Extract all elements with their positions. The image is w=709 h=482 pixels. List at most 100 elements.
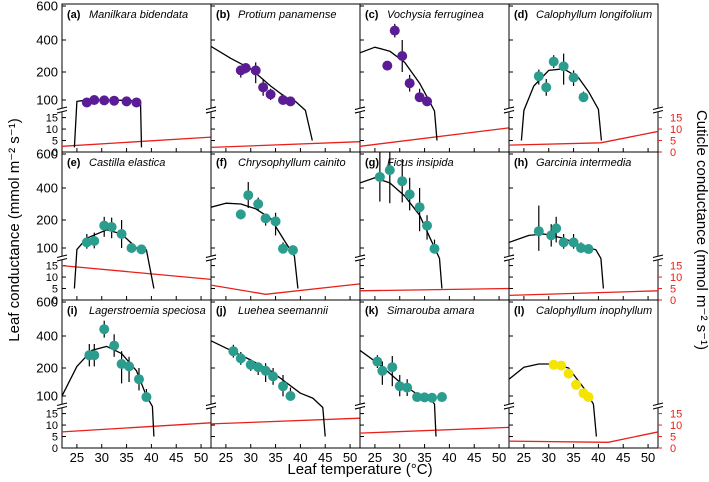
panel-plot-area	[360, 23, 509, 147]
x-tick-label: 50	[492, 450, 506, 465]
y-upper-tick-label: 600	[36, 295, 58, 310]
axis-break-mark	[205, 110, 217, 114]
data-point	[141, 392, 152, 403]
panel-label: (a)	[67, 9, 81, 21]
panel-frame	[508, 151, 659, 301]
panel-plot-area	[509, 53, 658, 146]
axis-break-mark	[56, 406, 68, 410]
y-upper-tick-label: 400	[36, 329, 58, 344]
panel-label: (j)	[216, 305, 227, 317]
data-point	[287, 245, 298, 256]
panel-frame	[210, 299, 361, 449]
y-upper-tick-label: 200	[36, 213, 58, 228]
axis-break-gap	[505, 256, 513, 260]
data-point	[99, 220, 110, 231]
data-point	[576, 243, 587, 253]
y-upper-tick-label: 100	[36, 389, 58, 404]
panel-k: 25 30 35 40 45 50 (k) Simarouba amara	[354, 299, 515, 465]
data-point	[81, 237, 92, 248]
x-tick-label: 35	[268, 450, 282, 465]
y-right-tick-label: 15	[670, 261, 682, 273]
cuticle-line	[62, 422, 211, 433]
panel-c: (c) Vochysia ferruginea	[354, 3, 515, 153]
x-tick-label: 50	[641, 450, 655, 465]
fit-curve	[73, 99, 143, 148]
x-tick-label: 45	[169, 450, 183, 465]
panel-plot-area	[211, 45, 360, 149]
data-point	[124, 361, 135, 372]
y-upper-tick-label: 100	[36, 93, 58, 108]
data-point	[427, 392, 438, 403]
x-tick-label: 25	[70, 450, 84, 465]
data-point	[548, 56, 559, 67]
panel-species: Vochysia ferruginea	[387, 9, 484, 21]
y-right-tick-label: 0	[670, 147, 676, 159]
y-right-tick-label: 0	[670, 443, 676, 455]
axis-break-mark	[503, 106, 515, 110]
y-lower-tick-label: 0	[52, 443, 58, 455]
data-point	[374, 171, 385, 182]
x-tick-label: 40	[144, 450, 158, 465]
data-point	[548, 359, 559, 370]
data-point	[126, 243, 137, 253]
cuticle-line	[211, 141, 360, 149]
data-point	[253, 362, 264, 373]
data-point	[240, 63, 251, 73]
axis-break-mark	[503, 402, 515, 406]
y-lower-tick-label: 5	[52, 432, 58, 444]
panel-label: (f)	[216, 157, 227, 169]
axis-break-mark	[56, 106, 68, 110]
y-lower-tick-label: 15	[46, 113, 58, 125]
data-point	[258, 82, 269, 93]
fit-curve	[360, 177, 443, 289]
data-point	[121, 96, 132, 107]
data-point	[389, 25, 400, 36]
panel-plot-area	[360, 152, 509, 292]
panel-species: Calophyllum longifolium	[536, 9, 652, 21]
data-point	[136, 244, 147, 255]
axis-break-gap	[654, 404, 662, 408]
axis-break-gap	[356, 404, 364, 408]
axis-break-mark	[205, 258, 217, 262]
data-point	[270, 216, 281, 227]
y-lower-tick-label: 0	[52, 147, 58, 159]
data-point	[533, 226, 544, 237]
cuticle-line	[360, 287, 509, 292]
data-point	[546, 230, 557, 241]
y-right-tick-label: 5	[670, 284, 676, 296]
data-point	[563, 368, 574, 379]
data-point	[422, 96, 433, 107]
axis-break-mark	[56, 402, 68, 406]
axis-break-mark	[652, 402, 664, 406]
y-lower-tick-label: 5	[52, 284, 58, 296]
y-right-tick-label: 10	[670, 272, 682, 284]
axis-break-gap	[356, 256, 364, 260]
data-point	[558, 61, 569, 72]
axis-break-mark	[503, 254, 515, 258]
x-tick-label: 35	[119, 450, 133, 465]
data-point	[412, 392, 423, 403]
data-point	[551, 223, 562, 234]
panel-species: Manilkara bidendata	[89, 9, 188, 21]
cuticle-line	[211, 417, 360, 425]
axis-break-gap	[356, 108, 364, 112]
panel-label: (d)	[514, 9, 528, 21]
data-point	[285, 391, 296, 401]
data-point	[533, 71, 544, 82]
data-point	[116, 229, 127, 239]
panel-plot-area	[62, 320, 211, 437]
panel-frame	[359, 3, 510, 153]
data-point	[571, 379, 582, 390]
panel-label: (g)	[365, 157, 379, 169]
panel-plot-area	[211, 182, 360, 295]
axis-break-mark	[354, 110, 366, 114]
y-upper-tick-label: 600	[36, 0, 58, 14]
y-upper-tick-label: 600	[36, 147, 58, 162]
x-tick-label: 35	[566, 450, 580, 465]
data-point	[429, 243, 440, 254]
axis-break-mark	[56, 258, 68, 262]
y-lower-tick-label: 15	[46, 409, 58, 421]
x-tick-label: 40	[591, 450, 605, 465]
data-point	[422, 220, 433, 231]
